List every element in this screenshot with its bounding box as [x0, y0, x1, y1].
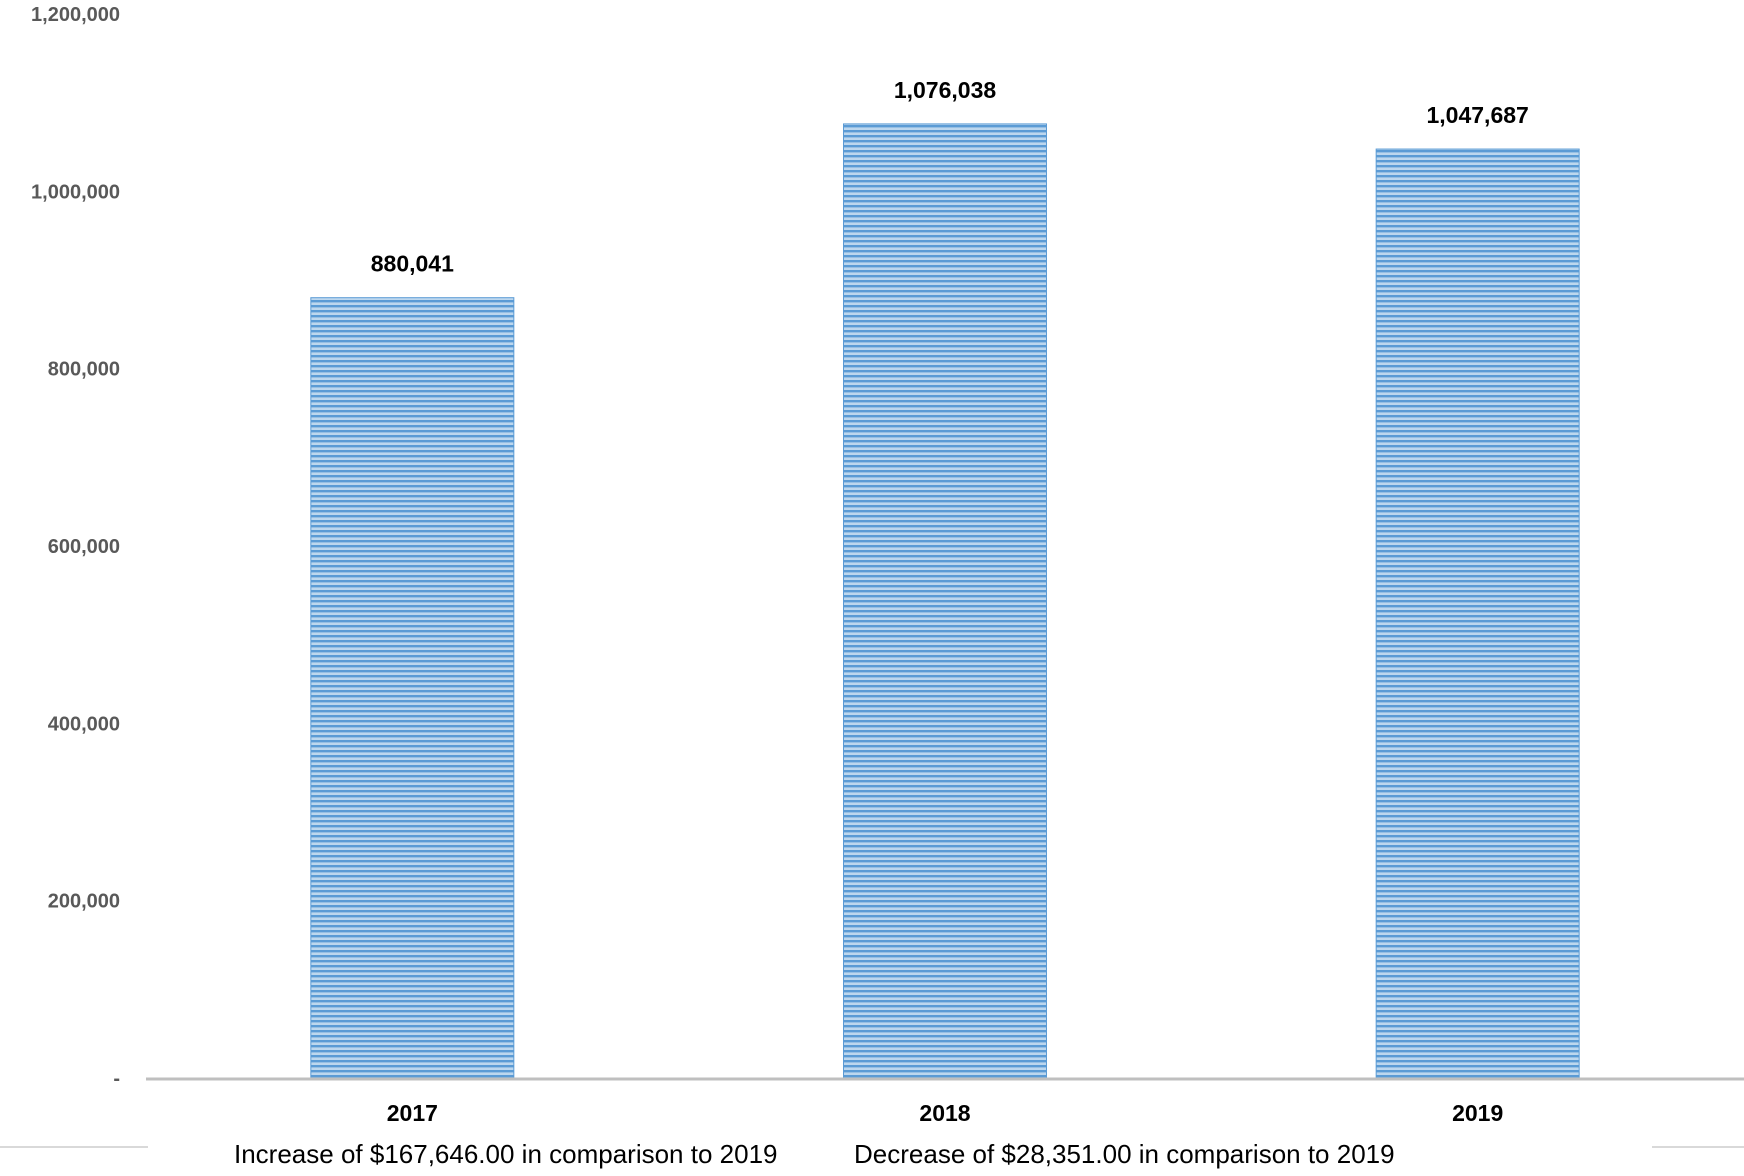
y-tick-label: -	[113, 1068, 120, 1090]
data-label-2017: 880,041	[371, 251, 454, 277]
right-rule	[1652, 1146, 1744, 1148]
annotation-2018-2019: Decrease of $28,351.00 in comparison to …	[854, 1139, 1395, 1169]
y-tick-label: 800,000	[48, 359, 120, 381]
data-label-2018: 1,076,038	[894, 77, 997, 103]
bar-2018	[843, 123, 1047, 1079]
category-label-2018: 2018	[919, 1100, 970, 1126]
x-axis-categories: 2017 2018 2019	[387, 1100, 1504, 1126]
y-tick-label: 1,200,000	[31, 4, 120, 26]
y-tick-label: 600,000	[48, 536, 120, 558]
y-tick-label: 200,000	[48, 891, 120, 913]
y-tick-label: 400,000	[48, 713, 120, 735]
bars: 880,041 1,076,038 1,047,687	[310, 77, 1580, 1079]
category-label-2019: 2019	[1452, 1100, 1503, 1126]
left-rule	[0, 1146, 148, 1148]
y-axis-ticks: - 200,000 400,000 600,000 800,000 1,000,000 1,…	[31, 4, 120, 1090]
bar-2017	[310, 297, 515, 1079]
annotation-2017-2018: Increase of $167,646.00 in comparison to…	[234, 1139, 778, 1169]
bar-2019	[1375, 148, 1580, 1079]
data-label-2019: 1,047,687	[1427, 102, 1529, 128]
category-label-2017: 2017	[387, 1100, 438, 1126]
y-tick-label: 1,000,000	[31, 181, 120, 203]
